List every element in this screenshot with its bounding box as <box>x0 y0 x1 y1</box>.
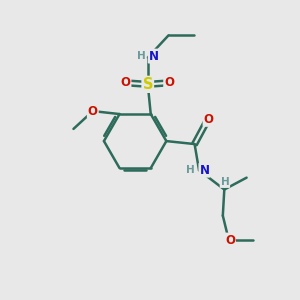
Text: O: O <box>88 105 98 118</box>
Text: H: H <box>220 177 229 187</box>
Text: O: O <box>164 76 174 89</box>
Text: N: N <box>200 164 209 177</box>
Text: S: S <box>142 77 153 92</box>
Text: O: O <box>204 113 214 126</box>
Text: H: H <box>186 165 195 175</box>
Text: N: N <box>149 50 159 63</box>
Text: H: H <box>137 51 146 61</box>
Text: O: O <box>121 76 130 89</box>
Text: O: O <box>225 234 235 247</box>
